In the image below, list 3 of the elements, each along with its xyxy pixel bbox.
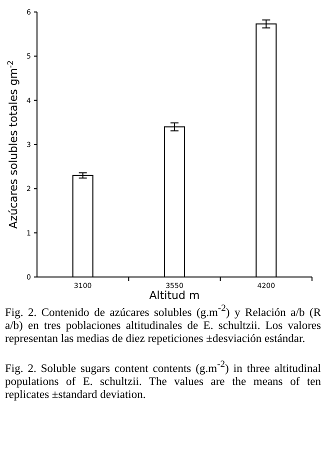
caption: Fig. 2. Contenido de azúcares solubles (g.m$^{-2}$) y Relación a/b (R a/b) en tres poblaciones altitudinales de E. schultzii. Los valores representan las medias de diez repeticiones ±desviación estándar. (5, 302, 321, 346)
x-axis-title: Altitud m (149, 289, 200, 302)
caption: Fig. 2. Soluble sugars content contents (g.m$^{-2}$) in three altitudinal populations of E. schultzii. The values are the means of ten replicates ±standard deviation. (5, 358, 321, 402)
